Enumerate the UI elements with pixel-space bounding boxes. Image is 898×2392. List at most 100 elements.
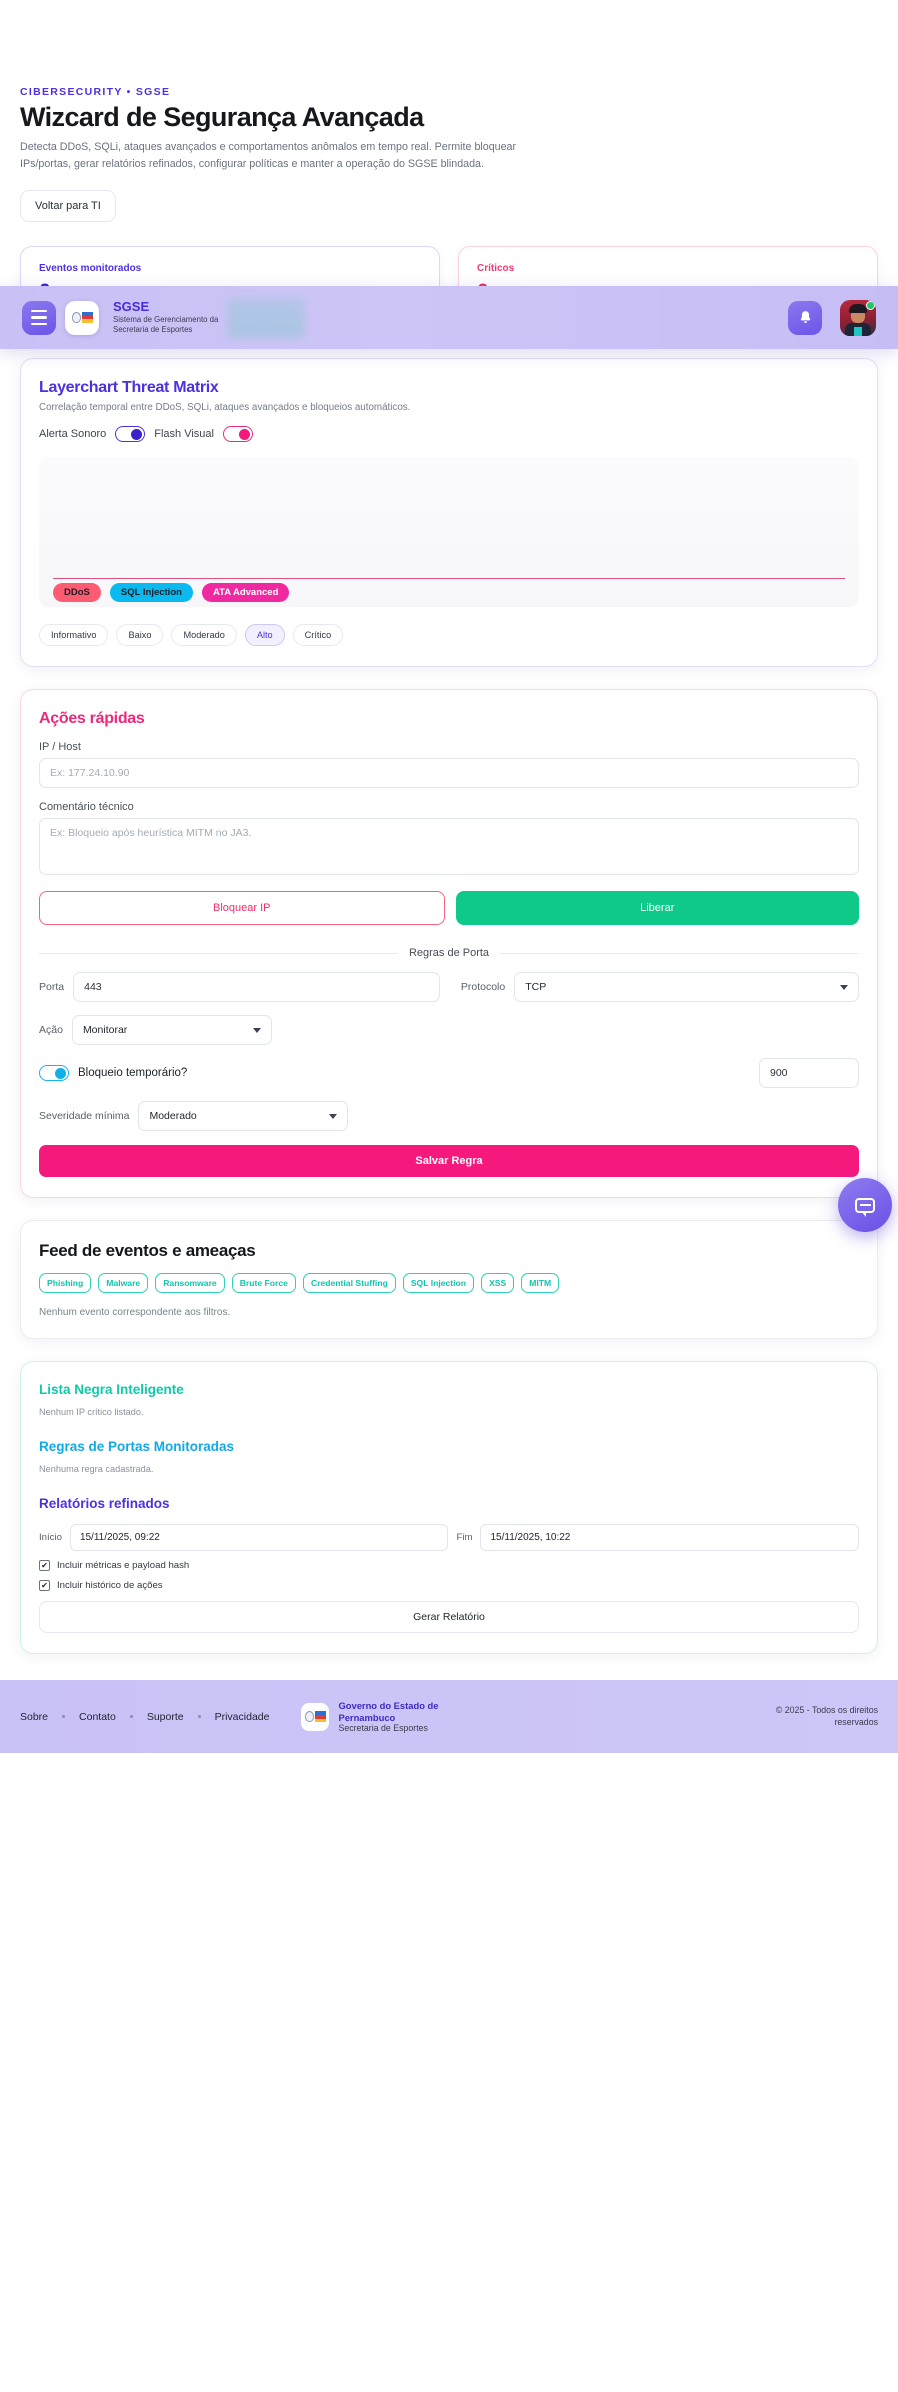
port-label: Porta [39, 981, 65, 994]
stat-label: Críticos [477, 263, 515, 275]
chip-credential-stuffing[interactable]: Credential Stuffing [302, 1273, 396, 1294]
hero-subtitle: Detecta DDoS, SQLi, ataques avançados e … [20, 141, 517, 170]
port-rules-divider-label: Regras de Porta [408, 947, 490, 960]
legend-item-ata-advanced[interactable]: ATA Advanced [201, 583, 290, 603]
navbar-blurred-widget [227, 297, 306, 338]
monitored-ports-empty-message: Nenhuma regra cadastrada. [39, 1464, 154, 1475]
footer-links: Sobre Contato Suporte Privacidade [20, 1711, 269, 1723]
include-metrics-label: Incluir métricas e payload hash [57, 1560, 190, 1572]
severity-filter-moderado[interactable]: Moderado [171, 624, 237, 647]
protocol-label: Protocolo [460, 981, 506, 994]
floating-navbar: SGSE Sistema de Gerenciamento da Secreta… [0, 286, 898, 349]
chip-brute-force[interactable]: Brute Force [231, 1273, 296, 1294]
chip-mitm[interactable]: MITM [521, 1273, 560, 1294]
navbar-brand-title: SGSE [113, 299, 150, 315]
severity-filter-row: Informativo Baixo Moderado Alto Crítico [39, 624, 859, 647]
alert-toggles-row: Alerta Sonoro Flash Visual [39, 426, 859, 443]
burger-line [31, 322, 47, 326]
min-severity-select[interactable]: Moderado [138, 1101, 349, 1132]
temp-block-seconds-input[interactable] [759, 1058, 859, 1089]
chip-phishing[interactable]: Phishing [39, 1273, 92, 1294]
threat-matrix-plot[interactable]: DDoS SQL Injection ATA Advanced [39, 457, 859, 608]
hamburger-menu-icon[interactable] [22, 300, 56, 335]
report-date-range-row: Início Fim [39, 1524, 860, 1552]
protocol-select-wrap: TCP [514, 972, 859, 1003]
event-feed-card: Feed de eventos e ameaças Phishing Malwa… [20, 1220, 878, 1340]
layerchart-card: Layerchart Threat Matrix Correlação temp… [20, 358, 878, 668]
release-ip-button[interactable]: Liberar [455, 891, 859, 926]
severity-filter-critico[interactable]: Crítico [292, 624, 344, 647]
report-start-input[interactable] [69, 1524, 449, 1552]
crest-glyph [304, 1711, 326, 1723]
temporary-block-label: Bloqueio temporário? [78, 1067, 188, 1080]
report-end-input[interactable] [480, 1524, 860, 1552]
stat-label: Eventos monitorados [39, 263, 142, 275]
footer-link-contato[interactable]: Contato [79, 1710, 116, 1723]
back-to-ti-button[interactable]: Voltar para TI [20, 190, 116, 223]
blacklist-empty-message: Nenhum IP crítico listado. [39, 1407, 144, 1418]
min-severity-row: Severidade mínima Moderado [39, 1101, 859, 1132]
event-feed-empty-message: Nenhum evento correspondente aos filtros… [39, 1307, 231, 1319]
save-rule-button[interactable]: Salvar Regra [39, 1145, 859, 1178]
notification-bell-icon[interactable] [788, 300, 822, 335]
visual-flash-toggle[interactable] [222, 426, 253, 443]
technical-comment-textarea[interactable] [39, 818, 859, 876]
min-severity-select-wrap: Moderado [138, 1101, 349, 1132]
quick-actions-card: Ações rápidas IP / Host Comentário técni… [20, 689, 878, 1199]
chip-xss[interactable]: XSS [481, 1273, 515, 1294]
port-protocol-row: Porta Protocolo TCP [39, 972, 859, 1003]
severity-filter-alto[interactable]: Alto [244, 624, 285, 647]
sound-alert-toggle[interactable] [115, 426, 146, 443]
online-status-dot [866, 300, 875, 310]
protocol-select[interactable]: TCP [514, 972, 859, 1003]
threat-type-chips: Phishing Malware Ransomware Brute Force … [39, 1273, 859, 1294]
include-history-checkbox[interactable] [39, 1580, 50, 1592]
navbar-brand[interactable]: SGSE Sistema de Gerenciamento da Secreta… [113, 299, 219, 335]
ip-host-input[interactable] [39, 758, 859, 789]
action-label: Ação [39, 1024, 63, 1037]
burger-line [31, 309, 47, 313]
port-rules-divider: Regras de Porta [39, 947, 860, 960]
report-start-label: Início [39, 1532, 62, 1544]
legend-item-ddos[interactable]: DDoS [53, 583, 101, 603]
legend-item-sql-injection[interactable]: SQL Injection [109, 583, 193, 603]
block-ip-button[interactable]: Bloquear IP [39, 891, 445, 926]
blacklist-title: Lista Negra Inteligente [39, 1382, 184, 1398]
severity-filter-baixo[interactable]: Baixo [116, 624, 164, 647]
port-input[interactable] [73, 972, 440, 1003]
avatar-hair [849, 303, 867, 313]
plot-baseline-axis [53, 578, 845, 580]
include-metrics-checkbox[interactable] [39, 1560, 50, 1572]
user-avatar[interactable] [840, 299, 876, 336]
footer-link-sobre[interactable]: Sobre [20, 1710, 49, 1723]
chip-sql-injection[interactable]: SQL Injection [402, 1273, 475, 1294]
temp-block-row: Bloqueio temporário? [39, 1058, 859, 1089]
chat-bubble-icon[interactable] [838, 1178, 892, 1232]
footer-link-suporte[interactable]: Suporte [146, 1710, 184, 1723]
footer-gov-subtitle: Secretaria de Esportes [338, 1722, 428, 1733]
chip-ransomware[interactable]: Ransomware [155, 1273, 225, 1294]
footer-link-privacidade[interactable]: Privacidade [214, 1710, 270, 1723]
ip-host-label: IP / Host [39, 741, 81, 754]
page-footer: Sobre Contato Suporte Privacidade Govern… [0, 1680, 898, 1753]
page-title: Wizcard de Segurança Avançada [20, 102, 424, 132]
hero-eyebrow: CIBERSECURITY • SGSE [20, 86, 171, 98]
severity-filter-informativo[interactable]: Informativo [39, 624, 109, 647]
navbar-brand-sub-line1: Sistema de Gerenciamento da [113, 314, 219, 324]
visual-flash-label: Flash Visual [154, 428, 214, 441]
pernambuco-crest-icon [301, 1702, 330, 1731]
min-severity-label: Severidade mínima [39, 1110, 130, 1123]
temporary-block-toggle[interactable] [39, 1065, 69, 1082]
pernambuco-crest-icon[interactable] [65, 300, 99, 335]
crest-seal [71, 312, 81, 323]
footer-separator-dot [129, 1715, 133, 1719]
action-select-row: Ação Monitorar [39, 1015, 859, 1046]
technical-comment-label: Comentário técnico [39, 801, 134, 814]
event-feed-title: Feed de eventos e ameaças [39, 1241, 256, 1261]
hero-section: CIBERSECURITY • SGSE Wizcard de Seguranç… [0, 0, 898, 223]
footer-copyright: © 2025 - Todos os direitos reservados [775, 1704, 878, 1727]
chip-malware[interactable]: Malware [98, 1273, 149, 1294]
action-select[interactable]: Monitorar [71, 1015, 272, 1046]
avatar-shirt [854, 326, 862, 336]
generate-report-button[interactable]: Gerar Relatório [39, 1601, 859, 1634]
